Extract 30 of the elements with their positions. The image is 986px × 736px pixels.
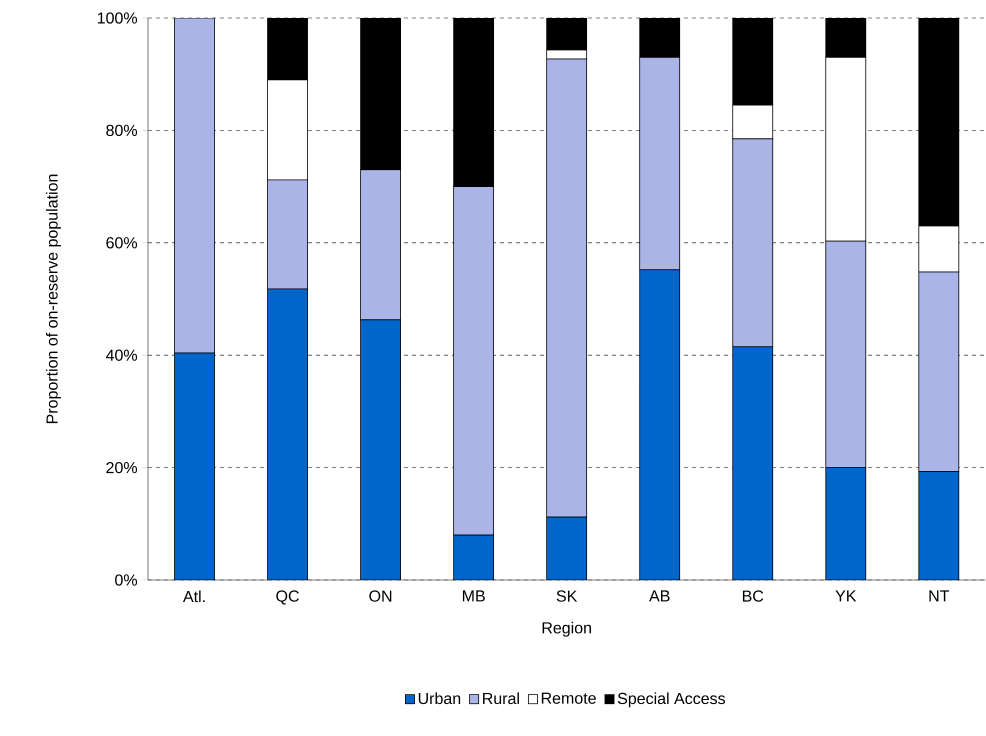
legend-label: Urban bbox=[418, 692, 460, 704]
x-tick-label: ON bbox=[369, 590, 392, 602]
legend-label: Rural bbox=[483, 692, 519, 704]
bar bbox=[639, 56, 680, 270]
legend-label: Remote bbox=[542, 692, 596, 704]
x-tick-label: QC bbox=[276, 590, 299, 605]
x-tick-label: Atl. bbox=[182, 590, 205, 602]
bar bbox=[918, 272, 960, 472]
bar bbox=[267, 179, 308, 290]
bar bbox=[174, 18, 215, 354]
bar bbox=[546, 58, 588, 518]
legend-label: Special Access bbox=[618, 692, 726, 708]
y-axis-title: Proportion of on-reserve population bbox=[46, 174, 61, 424]
bar bbox=[453, 186, 494, 536]
y-tick-label: 60% bbox=[106, 237, 138, 248]
bar bbox=[360, 169, 401, 320]
x-axis-title: Region bbox=[542, 622, 591, 637]
x-tick-label: SK bbox=[556, 590, 578, 602]
x-tick-label: YK bbox=[835, 590, 856, 602]
x-tick-label: MB bbox=[462, 590, 485, 602]
x-tick-label: AB bbox=[649, 590, 670, 602]
y-tick-label: 20% bbox=[106, 462, 138, 474]
y-tick-label: 40% bbox=[106, 350, 138, 361]
y-tick-label: 80% bbox=[106, 124, 138, 136]
bar bbox=[825, 240, 866, 468]
x-tick-label: NT bbox=[929, 590, 950, 602]
y-tick-label: 100% bbox=[98, 12, 138, 24]
x-tick-label: BC bbox=[742, 590, 764, 602]
bar bbox=[732, 138, 774, 348]
y-tick-label: 0% bbox=[115, 574, 138, 586]
